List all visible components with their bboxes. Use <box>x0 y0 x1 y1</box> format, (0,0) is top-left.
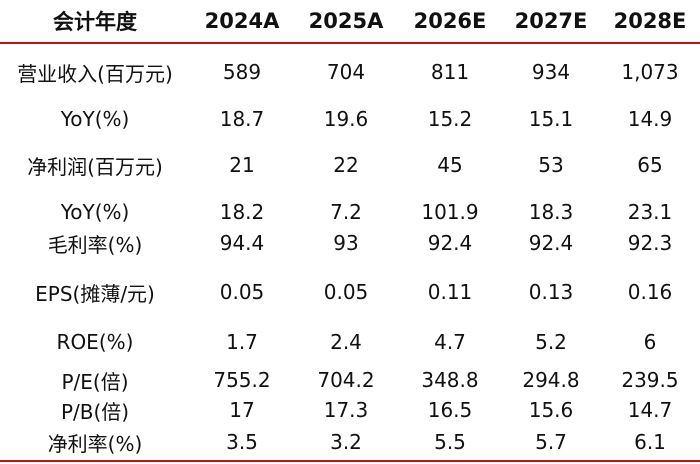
table-row: EPS(摊薄/元) 0.05 0.05 0.11 0.13 0.16 <box>0 268 700 316</box>
header-2027e: 2027E <box>514 9 588 33</box>
table-row: 净利润(百万元) 21 22 45 53 65 <box>0 142 700 188</box>
table-cell: 14.7 <box>627 398 673 422</box>
table-cell: 92.4 <box>427 231 473 255</box>
table-row: ROE(%) 1.7 2.4 4.7 5.2 6 <box>0 322 700 362</box>
table-cell: 15.6 <box>528 398 574 422</box>
table-cell: 3.2 <box>330 430 362 454</box>
header-2024a: 2024A <box>204 9 280 33</box>
table-cell: 7.2 <box>330 200 362 224</box>
table-cell: 5.5 <box>434 430 466 454</box>
table-cell: 65 <box>637 153 663 177</box>
table-cell: 45 <box>437 153 463 177</box>
row-label: 毛利率(%) <box>47 232 143 257</box>
table-cell: 18.3 <box>528 200 574 224</box>
table-cell: 4.7 <box>434 330 466 354</box>
header-2028e: 2028E <box>613 9 687 33</box>
table-cell: 0.05 <box>219 280 265 304</box>
table-cell: 5.2 <box>535 330 567 354</box>
table-cell: 23.1 <box>627 200 673 224</box>
row-label: 净利率(%) <box>47 431 143 456</box>
table-cell: 0.11 <box>427 280 473 304</box>
table-cell: 239.5 <box>621 368 679 392</box>
table-cell: 92.4 <box>528 231 574 255</box>
row-label: YoY(%) <box>60 200 130 224</box>
table-cell: 5.7 <box>535 430 567 454</box>
table-cell: 0.05 <box>323 280 369 304</box>
table-cell: 21 <box>229 153 255 177</box>
table-cell: 93 <box>333 231 359 255</box>
table-cell: 294.8 <box>522 368 580 392</box>
table-cell: 22 <box>333 153 359 177</box>
table-row: P/B(倍) 17 17.3 16.5 15.6 14.7 <box>0 394 700 426</box>
table-cell: 3.5 <box>226 430 258 454</box>
table-header: 会计年度 2024A 2025A 2026E 2027E 2028E <box>0 0 700 44</box>
table-cell: 348.8 <box>421 368 479 392</box>
table-cell: 934 <box>531 60 571 84</box>
table-cell: 704 <box>326 60 366 84</box>
table-cell: 0.16 <box>627 280 673 304</box>
row-label: ROE(%) <box>56 330 134 354</box>
table-cell: 1.7 <box>226 330 258 354</box>
table-cell: 18.7 <box>219 107 265 131</box>
table-row: 营业收入(百万元) 589 704 811 934 1,073 <box>0 50 700 94</box>
table-row: YoY(%) 18.7 19.6 15.2 15.1 14.9 <box>0 96 700 142</box>
row-label: YoY(%) <box>60 107 130 131</box>
table-row: P/E(倍) 755.2 704.2 348.8 294.8 239.5 <box>0 362 700 398</box>
table-cell: 16.5 <box>427 398 473 422</box>
table-cell: 589 <box>222 60 262 84</box>
header-fiscal-year: 会计年度 <box>53 10 137 34</box>
row-label: P/B(倍) <box>60 399 130 424</box>
table-cell: 18.2 <box>219 200 265 224</box>
row-label: 净利润(百万元) <box>27 154 163 179</box>
table-cell: 19.6 <box>323 107 369 131</box>
table-cell: 53 <box>538 153 564 177</box>
table-cell: 17.3 <box>323 398 369 422</box>
bottom-rule <box>0 460 700 462</box>
table-cell: 101.9 <box>421 200 479 224</box>
table-row: 净利率(%) 3.5 3.2 5.5 5.7 6.1 <box>0 426 700 458</box>
table-cell: 15.2 <box>427 107 473 131</box>
row-label: P/E(倍) <box>61 369 129 394</box>
table-cell: 0.13 <box>528 280 574 304</box>
table-cell: 2.4 <box>330 330 362 354</box>
table-row: YoY(%) 18.2 7.2 101.9 18.3 23.1 <box>0 190 700 234</box>
table-cell: 15.1 <box>528 107 574 131</box>
row-label: 营业收入(百万元) <box>17 61 173 86</box>
header-2025a: 2025A <box>308 9 384 33</box>
header-2026e: 2026E <box>413 9 487 33</box>
table-cell: 14.9 <box>627 107 673 131</box>
table-cell: 811 <box>430 60 470 84</box>
table-cell: 704.2 <box>317 368 375 392</box>
table-cell: 17 <box>229 398 255 422</box>
table-cell: 1,073 <box>621 60 679 84</box>
table-cell: 6 <box>643 330 657 354</box>
table-row: 毛利率(%) 94.4 93 92.4 92.4 92.3 <box>0 226 700 260</box>
table-cell: 92.3 <box>627 231 673 255</box>
row-label: EPS(摊薄/元) <box>35 281 155 306</box>
table-cell: 755.2 <box>213 368 271 392</box>
table-cell: 6.1 <box>634 430 666 454</box>
table-cell: 94.4 <box>219 231 265 255</box>
